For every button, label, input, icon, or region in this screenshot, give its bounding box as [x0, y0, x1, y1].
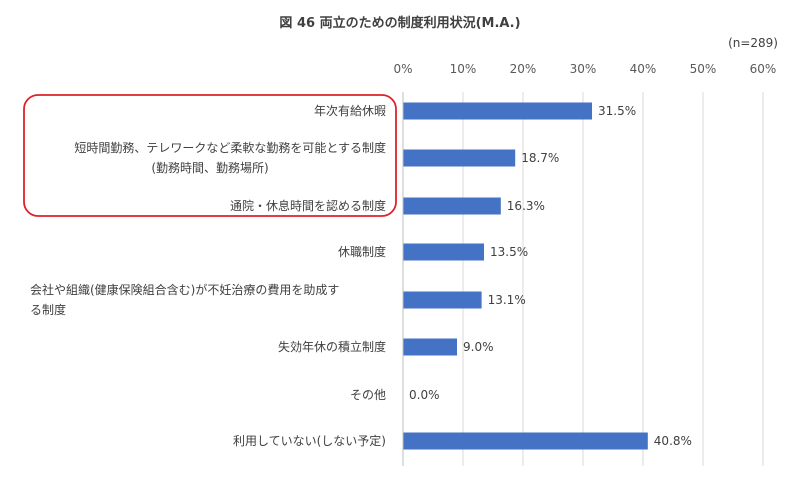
category-label: 失効年休の積立制度	[278, 339, 386, 354]
x-tick-label: 20%	[510, 62, 537, 76]
data-label: 31.5%	[598, 104, 636, 118]
x-tick-label: 40%	[630, 62, 657, 76]
bar	[403, 338, 457, 356]
category-label: 年次有給休暇	[314, 104, 386, 118]
bar	[403, 243, 484, 261]
category-label: 通院・休息時間を認める制度	[230, 198, 386, 213]
data-label: 0.0%	[409, 388, 440, 402]
x-tick-label: 60%	[750, 62, 777, 76]
bar	[403, 102, 592, 120]
category-label: 短時間勤務、テレワークなど柔軟な勤務を可能とする制度	[74, 140, 386, 155]
category-label: 利用していない(しない予定)	[233, 433, 386, 448]
category-label: 休職制度	[338, 244, 386, 259]
data-label: 13.1%	[488, 293, 526, 307]
chart-title: 図 46 両立のための制度利用状況(M.A.)	[279, 16, 521, 31]
sample-size-note: (n=289)	[728, 36, 778, 50]
x-tick-label: 0%	[393, 62, 412, 76]
x-tick-label: 50%	[690, 62, 717, 76]
category-label: 会社や組織(健康保険組合含む)が不妊治療の費用を助成す	[30, 282, 339, 297]
bar	[403, 291, 482, 309]
data-label: 16.3%	[507, 199, 545, 213]
data-label: 40.8%	[654, 434, 692, 448]
data-label: 9.0%	[463, 340, 494, 354]
category-label: その他	[350, 388, 386, 402]
x-tick-label: 30%	[570, 62, 597, 76]
category-label: る制度	[30, 302, 66, 317]
data-label: 18.7%	[521, 151, 559, 165]
bar	[403, 197, 501, 215]
category-label: (勤務時間、勤務場所)	[151, 161, 268, 175]
data-label: 13.5%	[490, 245, 528, 259]
highlight-box	[23, 94, 397, 217]
bar	[403, 149, 516, 167]
bar	[403, 432, 648, 450]
x-tick-label: 10%	[450, 62, 477, 76]
